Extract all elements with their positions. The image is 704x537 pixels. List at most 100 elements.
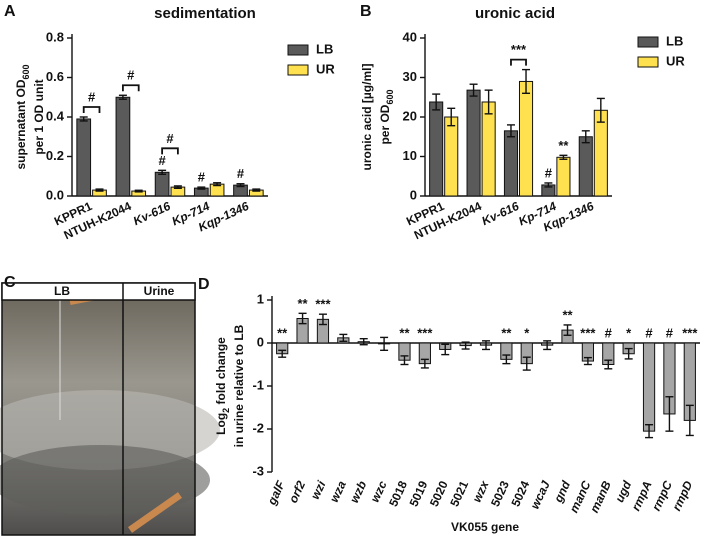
y-tick-label: -2 (252, 420, 264, 435)
x-tick-label: wcaJ (528, 478, 553, 511)
x-tick-label: rmpD (669, 478, 695, 513)
significance-label: # (545, 165, 553, 180)
x-tick-label: 5023 (488, 478, 512, 508)
y-tick-label: 1 (257, 291, 264, 306)
y-axis-label-part: uronic acid [µg/ml] (360, 64, 374, 171)
chart-title: uronic acid (475, 5, 555, 22)
significance-label: # (237, 166, 245, 181)
y-axis-label: supernatant OD600 (14, 64, 31, 169)
significance-label: # (198, 170, 206, 185)
x-tick-label: orf2 (286, 478, 308, 505)
photo-label: LB (54, 284, 70, 298)
y-axis-label: per OD600 (378, 89, 395, 144)
significance-bracket (122, 84, 140, 92)
photo-panel: LB Urine C (0, 274, 220, 536)
y-axis-label: Log2 fold change (214, 337, 231, 435)
y-tick-label: 0.2 (46, 148, 64, 163)
panel-label: B (360, 3, 372, 20)
significance-label: # (158, 153, 166, 168)
x-tick-label: Kv-616 (480, 199, 522, 228)
y-tick-label: 0.8 (46, 29, 64, 44)
bar (642, 342, 656, 432)
x-tick-label: 5020 (427, 478, 451, 508)
y-axis-label-sub: 600 (385, 89, 395, 104)
bar (556, 156, 571, 197)
x-tick-label: wzb (347, 479, 369, 505)
x-tick-label: 5019 (406, 478, 430, 508)
photo-dish (0, 445, 210, 515)
panel-label: C (4, 274, 16, 291)
bar (481, 101, 496, 197)
y-axis-label: uronic acid [µg/ml] (360, 64, 374, 171)
legend-label: UR (666, 53, 685, 68)
y-axis-label-sub: 600 (21, 64, 31, 79)
x-tick-label: wzi (308, 478, 329, 501)
y-tick-label: 30 (403, 69, 417, 84)
significance-bracket (161, 147, 179, 155)
legend-swatch (637, 56, 659, 68)
bar (444, 116, 459, 197)
significance-label: ** (562, 307, 573, 322)
y-tick-label: -1 (252, 377, 264, 392)
bar (466, 89, 481, 197)
significance-label: ** (501, 325, 512, 340)
photo-label: Urine (144, 284, 175, 298)
y-axis-label-part: per OD (378, 104, 392, 144)
significance-label: *** (417, 325, 433, 340)
legend-label: LB (316, 41, 333, 56)
y-axis-label-part: supernatant OD (14, 79, 28, 169)
bar (593, 109, 608, 197)
y-tick-label: 0 (410, 187, 417, 202)
x-tick-label: Kv-616 (131, 199, 173, 228)
significance-label: *** (511, 42, 527, 57)
bar (429, 101, 444, 197)
bar (76, 118, 92, 197)
significance-label: ** (298, 296, 309, 311)
significance-label: * (626, 325, 632, 340)
y-axis-label-part: fold change (214, 337, 228, 408)
y-tick-label: 0.0 (46, 187, 64, 202)
bar (503, 130, 519, 197)
significance-bracket (510, 58, 527, 66)
significance-label: # (88, 89, 96, 104)
y-tick-label: 40 (403, 29, 417, 44)
photo-header (1, 282, 196, 301)
significance-label: # (605, 325, 613, 340)
x-axis-label: VK055 gene (451, 520, 519, 534)
bar (578, 136, 593, 197)
significance-label: * (524, 325, 530, 340)
significance-label: ** (399, 325, 410, 340)
significance-label: # (666, 325, 674, 340)
panel-label: A (4, 3, 16, 20)
legend-swatch (637, 36, 659, 48)
significance-label: *** (682, 325, 698, 340)
significance-bracket (82, 106, 101, 113)
y-tick-label: 20 (403, 108, 417, 123)
panel-label: D (198, 276, 210, 293)
x-tick-label: wza (327, 478, 349, 504)
x-tick-label: 5018 (386, 478, 410, 508)
y-axis-label-part: per 1 OD unit (32, 79, 46, 154)
significance-label: # (166, 131, 174, 146)
y-axis-label: per 1 OD unit (32, 79, 46, 154)
y-axis-label-sub: 2 (221, 408, 231, 413)
legend-swatch (287, 44, 309, 56)
y-axis-label-part: in urine relative to LB (232, 324, 246, 447)
bar (518, 80, 534, 197)
chart-title: sedimentation (154, 5, 256, 22)
y-axis-label: in urine relative to LB (232, 324, 246, 447)
bar (154, 171, 170, 197)
significance-label: ** (558, 138, 569, 153)
significance-label: *** (580, 325, 596, 340)
significance-label: # (127, 68, 135, 83)
y-tick-label: 0.4 (46, 108, 65, 123)
significance-label: ** (277, 325, 288, 340)
x-tick-label: galF (264, 478, 288, 508)
legend-label: LB (666, 33, 683, 48)
y-axis-label-part: Log (214, 413, 228, 435)
legend-swatch (287, 64, 309, 76)
y-tick-label: 10 (403, 148, 417, 163)
y-tick-label: 0.6 (46, 69, 64, 84)
significance-label: *** (315, 297, 331, 312)
